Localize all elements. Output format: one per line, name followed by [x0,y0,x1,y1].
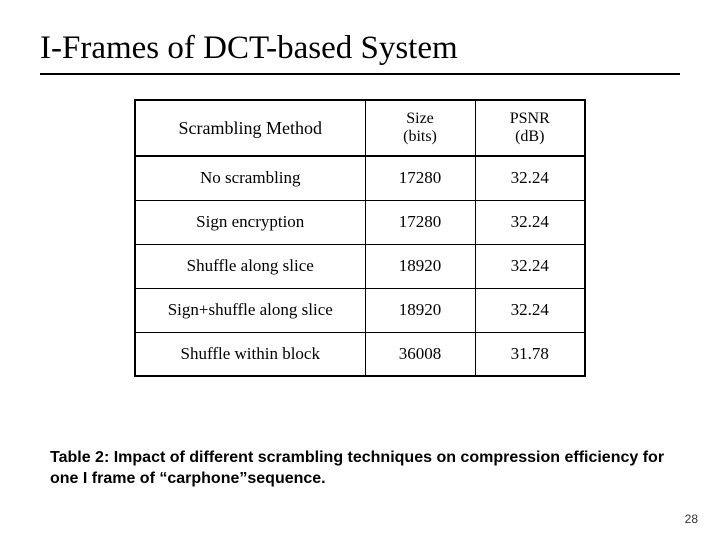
cell-size: 17280 [365,156,475,200]
title-underline: I-Frames of DCT-based System [40,30,680,75]
col-header-method-line1: Scrambling Method [179,118,322,138]
cell-psnr: 32.24 [475,200,585,244]
table-row: Sign+shuffle along slice 18920 32.24 [135,288,585,332]
cell-psnr: 32.24 [475,288,585,332]
col-header-psnr-line1: PSNR [476,110,585,128]
cell-method: Sign encryption [135,200,365,244]
col-header-size-line2: (bits) [366,128,475,146]
col-header-psnr: PSNR (dB) [475,100,585,156]
col-header-psnr-line2: (dB) [476,128,585,146]
cell-method: Sign+shuffle along slice [135,288,365,332]
table-row: Sign encryption 17280 32.24 [135,200,585,244]
col-header-size-line1: Size [366,110,475,128]
cell-method: No scrambling [135,156,365,200]
cell-psnr: 31.78 [475,332,585,376]
table-row: Shuffle along slice 18920 32.24 [135,244,585,288]
table-row: No scrambling 17280 32.24 [135,156,585,200]
cell-size: 17280 [365,200,475,244]
col-header-method: Scrambling Method [135,100,365,156]
cell-size: 36008 [365,332,475,376]
cell-psnr: 32.24 [475,244,585,288]
table-row: Shuffle within block 36008 31.78 [135,332,585,376]
cell-method: Shuffle within block [135,332,365,376]
table-caption: Table 2: Impact of different scrambling … [50,447,670,490]
page-number: 28 [685,512,698,526]
col-header-size: Size (bits) [365,100,475,156]
cell-size: 18920 [365,244,475,288]
cell-size: 18920 [365,288,475,332]
slide: I-Frames of DCT-based System Scrambling … [0,0,720,540]
page-title: I-Frames of DCT-based System [40,30,680,67]
table-header-row: Scrambling Method Size (bits) PSNR (dB) [135,100,585,156]
table-container: Scrambling Method Size (bits) PSNR (dB) … [40,99,680,377]
cell-psnr: 32.24 [475,156,585,200]
cell-method: Shuffle along slice [135,244,365,288]
scrambling-table: Scrambling Method Size (bits) PSNR (dB) … [134,99,586,377]
